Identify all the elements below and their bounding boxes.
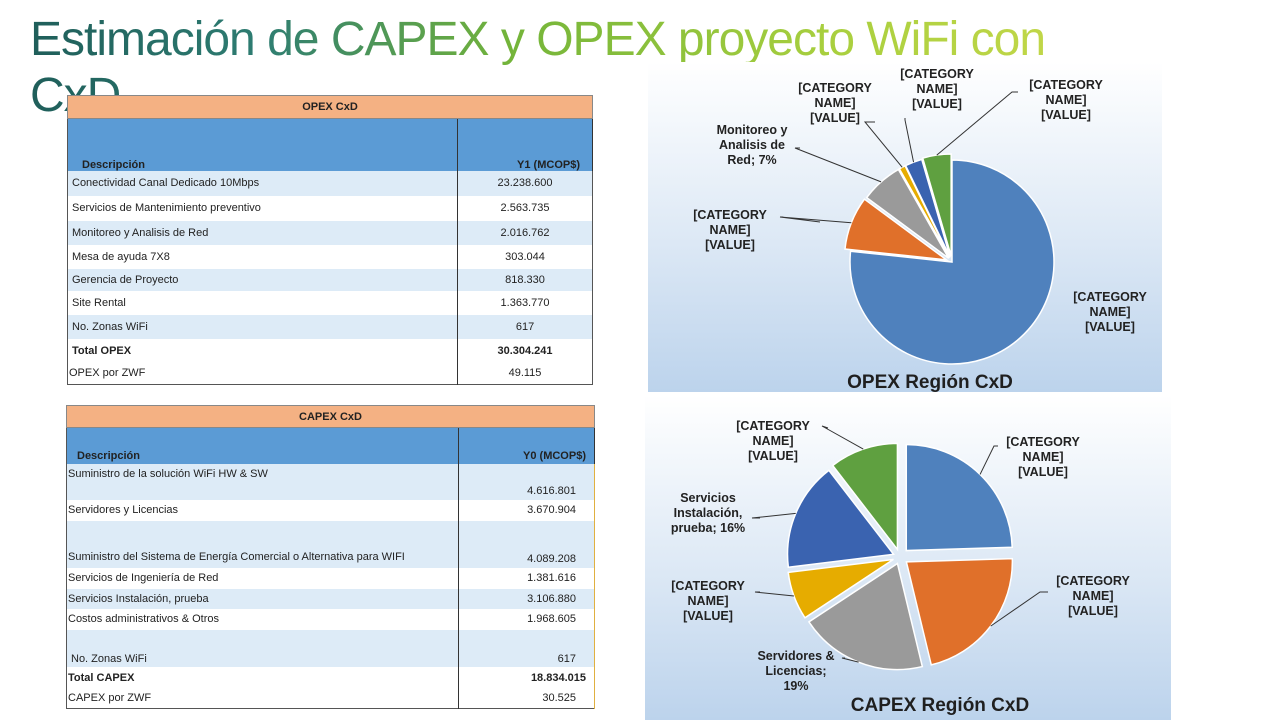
opex-col-description: Descripción <box>67 118 458 171</box>
table-row: Servidores y Licencias 3.670.904 <box>66 499 595 521</box>
row-value: 23.238.600 <box>456 170 593 196</box>
slice-label-1-2: Servidores & Licencias; 19% <box>757 649 834 693</box>
leader-line-1-0 <box>979 445 998 475</box>
row-value: 1.968.605 <box>458 608 595 630</box>
pie-slice-1-5 <box>831 442 899 552</box>
leader-line-1-3 <box>754 591 795 597</box>
pie-slice-1-0 <box>905 443 1013 552</box>
total-label: Total OPEX <box>67 338 458 363</box>
leader-line-1-2 <box>841 657 859 663</box>
table-row: Costos administrativos & Otros 1.968.605 <box>66 608 595 630</box>
row-label: Site Rental <box>67 290 458 315</box>
table-row: Monitoreo y Analisis de Red 2.016.762 <box>67 220 593 245</box>
per-zone-value: 30.525 <box>458 688 595 709</box>
table-row: Gerencia de Proyecto 818.330 <box>67 268 593 291</box>
capex-table: CAPEX CxD Descripción Y0 (MCOP$) Suminis… <box>66 405 595 709</box>
leader-line-0-5 <box>936 91 1018 156</box>
table-row: Site Rental 1.363.770 <box>67 290 593 315</box>
table-row: Suministro del Sistema de Energía Comerc… <box>66 520 595 568</box>
table-row: No. Zonas WiFi 617 <box>66 629 595 667</box>
row-value: 4.616.801 <box>458 463 595 500</box>
opex-pie-chart: [CATEGORY NAME] [VALUE] [CATEGORY NAME] [VALU… <box>648 62 1162 392</box>
slice-label-0-5: [CATEGORY NAME] [VALUE] <box>1029 78 1103 122</box>
row-label: Servicios de Mantenimiento preventivo <box>67 195 458 221</box>
slice-label-1-5: [CATEGORY NAME] [VALUE] <box>736 419 810 463</box>
slice-label-0-4: [CATEGORY NAME] [VALUE] <box>900 67 974 111</box>
slice-label-0-3: [CATEGORY NAME] [VALUE] <box>798 81 872 125</box>
table-row: Mesa de ayuda 7X8 303.044 <box>67 244 593 269</box>
table-row: Servicios de Ingeniería de Red 1.381.616 <box>66 567 595 589</box>
table-row: Conectividad Canal Dedicado 10Mbps 23.23… <box>67 170 593 196</box>
row-value: 1.363.770 <box>456 290 593 315</box>
total-label: Total CAPEX <box>66 666 459 689</box>
pie-slice-1-4 <box>786 469 895 569</box>
total-value: 18.834.015 <box>458 666 595 689</box>
row-label: No. Zonas WiFi <box>67 314 458 339</box>
slice-label-0-2: Monitoreo y Analisis de Red; 7% <box>717 123 788 167</box>
capex-pie-svg: [CATEGORY NAME] [VALUE] [CATEGORY NAME] [VALU… <box>671 419 1131 716</box>
slice-label-1-0: [CATEGORY NAME] [VALUE] <box>1006 435 1080 479</box>
total-row: Total OPEX 30.304.241 <box>67 338 593 363</box>
pie-slice-0-2 <box>865 168 950 259</box>
row-label: Monitoreo y Analisis de Red <box>67 220 458 245</box>
row-value: 617 <box>458 629 595 667</box>
slice-label-0-1: [CATEGORY NAME] [VALUE] <box>693 208 767 252</box>
per-zone-row: CAPEX por ZWF 30.525 <box>66 688 595 709</box>
per-zone-label: OPEX por ZWF <box>67 362 458 385</box>
chart-title-0: OPEX Región CxD <box>847 372 1013 392</box>
pie-slice-1-1 <box>905 557 1014 666</box>
per-zone-value: 49.115 <box>456 362 593 385</box>
row-value: 3.670.904 <box>458 499 595 521</box>
pie-slice-0-1 <box>844 198 950 261</box>
row-label: Conectividad Canal Dedicado 10Mbps <box>67 170 458 196</box>
row-value: 2.563.735 <box>456 195 593 221</box>
row-label: No. Zonas WiFi <box>66 629 459 667</box>
leader-line-1-1 <box>990 591 1048 627</box>
per-zone-label: CAPEX por ZWF <box>66 688 459 709</box>
table-row: No. Zonas WiFi 617 <box>67 314 593 339</box>
leader-line-0-4 <box>904 118 915 163</box>
capex-table-header: CAPEX CxD <box>66 405 595 428</box>
capex-pie-chart: [CATEGORY NAME] [VALUE] [CATEGORY NAME] [VALU… <box>645 395 1171 720</box>
slice-label-1-3: [CATEGORY NAME] [VALUE] <box>671 579 745 623</box>
capex-col-description: Descripción <box>66 427 459 464</box>
slice-label-1-1: [CATEGORY NAME] [VALUE] <box>1056 574 1130 618</box>
row-label: Costos administrativos & Otros <box>66 608 459 630</box>
row-label: Servicios de Ingeniería de Red <box>66 567 459 589</box>
capex-col-value: Y0 (MCOP$) <box>458 427 595 464</box>
row-value: 4.089.208 <box>458 520 595 568</box>
table-row: Servicios de Mantenimiento preventivo 2.… <box>67 195 593 221</box>
leader-line-1-5 <box>821 425 864 450</box>
table-row: Servicios Instalación, prueba 3.106.880 <box>66 588 595 609</box>
slice-label-0-0: [CATEGORY NAME] [VALUE] <box>1073 290 1147 334</box>
row-label: Gerencia de Proyecto <box>67 268 458 291</box>
row-value: 2.016.762 <box>456 220 593 245</box>
row-value: 303.044 <box>456 244 593 269</box>
row-value: 617 <box>456 314 593 339</box>
chart-title-1: CAPEX Región CxD <box>851 695 1029 716</box>
row-label: Servidores y Licencias <box>66 499 459 521</box>
row-label: Mesa de ayuda 7X8 <box>67 244 458 269</box>
row-label: Suministro de la solución WiFi HW & SW <box>66 463 459 500</box>
leader-line-1-4 <box>751 512 796 519</box>
row-label: Suministro del Sistema de Energía Comerc… <box>66 520 459 568</box>
opex-col-value: Y1 (MCOP$) <box>456 118 594 171</box>
per-zone-row: OPEX por ZWF 49.115 <box>67 362 593 385</box>
row-value: 3.106.880 <box>458 588 595 609</box>
total-row: Total CAPEX 18.834.015 <box>66 666 595 689</box>
total-value: 30.304.241 <box>456 338 593 363</box>
row-label: Servicios Instalación, prueba <box>66 588 459 609</box>
leader-line-0-2 <box>794 147 882 183</box>
table-row: Suministro de la solución WiFi HW & SW 4… <box>66 463 595 500</box>
row-value: 1.381.616 <box>458 567 595 589</box>
slice-label-1-4: Servicios Instalación, prueba; 16% <box>671 491 745 535</box>
opex-pie-svg: [CATEGORY NAME] [VALUE] [CATEGORY NAME] [VALU… <box>693 67 1147 392</box>
row-value: 818.330 <box>456 268 593 291</box>
pie-slice-0-0 <box>849 159 1055 365</box>
leader-line-0-1 <box>779 216 852 224</box>
leader-line-0-3 <box>863 121 903 168</box>
opex-table-header: OPEX CxD <box>66 95 594 119</box>
opex-table: OPEX CxD Descripción Y1 (MCOP$) Conectiv… <box>66 95 594 385</box>
